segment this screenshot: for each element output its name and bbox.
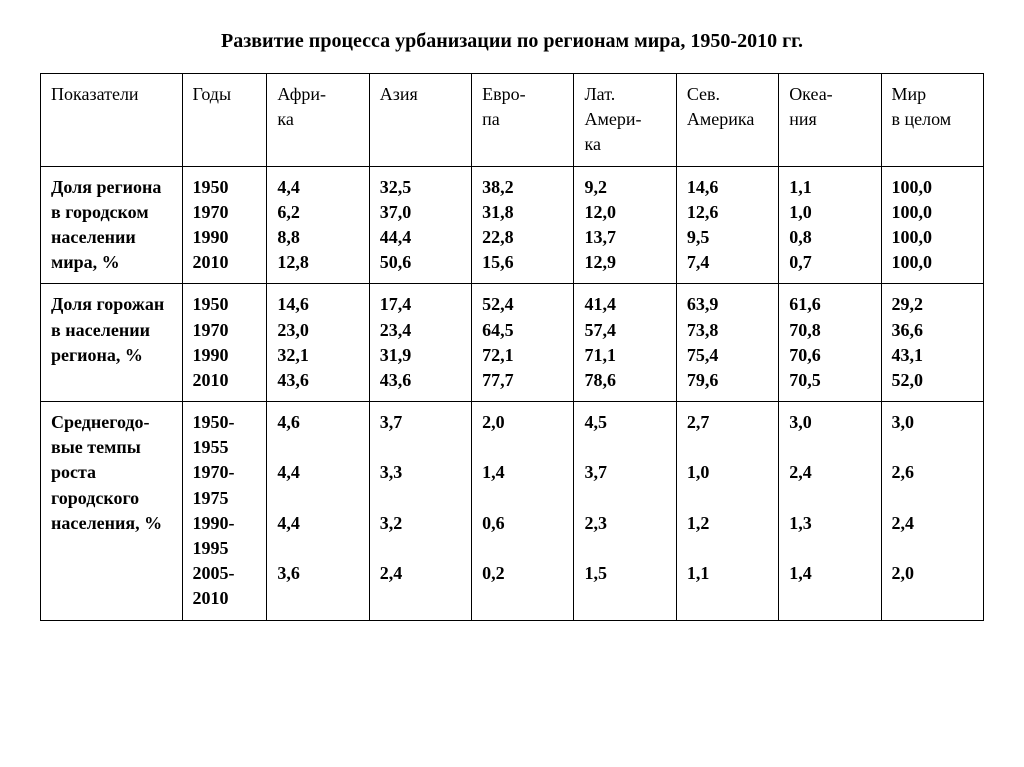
header-row: Показатели Годы Афри-ка Азия Евро-па Лат…: [41, 74, 984, 167]
col-header-nam: Сев.Америка: [676, 74, 778, 167]
value-cell: 2,71,01,21,1: [676, 402, 778, 621]
value-cell: 4,64,44,43,6: [267, 402, 369, 621]
col-header-asia: Азия: [369, 74, 471, 167]
indicator-cell: Среднегодо-вые темпы роста городского на…: [41, 402, 183, 621]
value-cell: 100,0100,0100,0100,0: [881, 166, 983, 284]
value-cell: 14,612,69,57,4: [676, 166, 778, 284]
col-header-latam: Лат.Амери-ка: [574, 74, 676, 167]
col-header-africa: Афри-ка: [267, 74, 369, 167]
value-cell: 17,423,431,943,6: [369, 284, 471, 402]
indicator-cell: Доля региона в городском населении мира,…: [41, 166, 183, 284]
table-row: Доля региона в городском населении мира,…: [41, 166, 984, 284]
years-cell: 1950197019902010: [182, 166, 267, 284]
value-cell: 3,73,33,22,4: [369, 402, 471, 621]
value-cell: 4,46,28,812,8: [267, 166, 369, 284]
value-cell: 3,02,62,42,0: [881, 402, 983, 621]
page-title: Развитие процесса урбанизации по региона…: [40, 30, 984, 53]
table-header: Показатели Годы Афри-ка Азия Евро-па Лат…: [41, 74, 984, 167]
value-cell: 14,623,032,143,6: [267, 284, 369, 402]
value-cell: 63,973,875,479,6: [676, 284, 778, 402]
col-header-years: Годы: [182, 74, 267, 167]
value-cell: 1,11,00,80,7: [779, 166, 881, 284]
value-cell: 52,464,572,177,7: [472, 284, 574, 402]
table-row: Доля горожан в населении региона, %19501…: [41, 284, 984, 402]
table-body: Доля региона в городском населении мира,…: [41, 166, 984, 620]
urbanization-table: Показатели Годы Афри-ка Азия Евро-па Лат…: [40, 73, 984, 621]
value-cell: 41,457,471,178,6: [574, 284, 676, 402]
value-cell: 32,537,044,450,6: [369, 166, 471, 284]
value-cell: 2,01,40,60,2: [472, 402, 574, 621]
col-header-oceania: Океа-ния: [779, 74, 881, 167]
years-cell: 1950-19551970-19751990-19952005-2010: [182, 402, 267, 621]
value-cell: 4,53,72,31,5: [574, 402, 676, 621]
years-cell: 1950197019902010: [182, 284, 267, 402]
value-cell: 9,212,013,712,9: [574, 166, 676, 284]
col-header-europe: Евро-па: [472, 74, 574, 167]
value-cell: 38,231,822,815,6: [472, 166, 574, 284]
col-header-indicator: Показатели: [41, 74, 183, 167]
col-header-world: Мирв целом: [881, 74, 983, 167]
value-cell: 29,236,643,152,0: [881, 284, 983, 402]
indicator-cell: Доля горожан в населении региона, %: [41, 284, 183, 402]
value-cell: 61,670,870,670,5: [779, 284, 881, 402]
table-row: Среднегодо-вые темпы роста городского на…: [41, 402, 984, 621]
value-cell: 3,02,41,31,4: [779, 402, 881, 621]
